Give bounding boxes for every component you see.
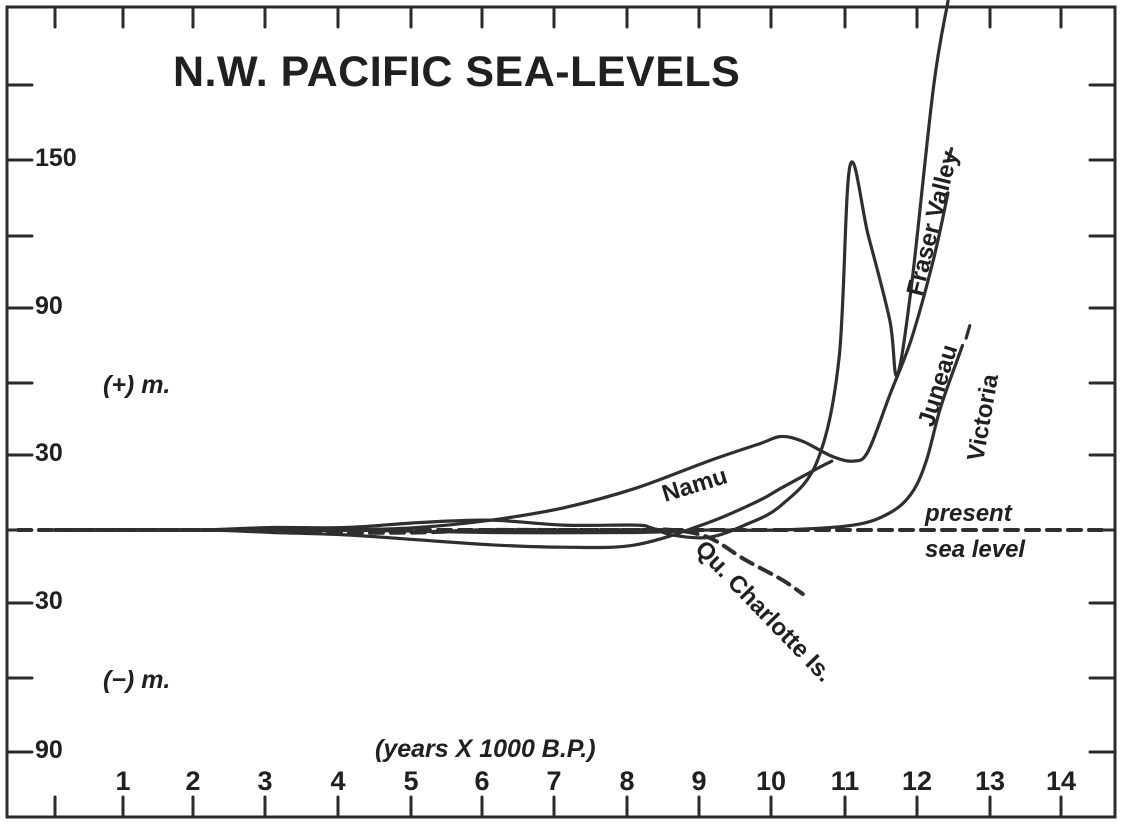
x-tick-label-5: 5 — [403, 766, 418, 796]
negative-meters-label: (−) m. — [103, 666, 170, 694]
y-tick-label-90-positive: 90 — [35, 292, 63, 320]
x-tick-label-11: 11 — [831, 766, 860, 796]
series-label-fraser-valley: Fraser Valley — [902, 148, 964, 299]
series-line-victoria — [53, 343, 965, 535]
top-ticks — [53, 5, 1063, 29]
x-tick-label-14: 14 — [1046, 766, 1076, 796]
y-tick-label-150: 150 — [35, 144, 77, 172]
y-tick-label-30-negative: 30 — [35, 587, 63, 615]
x-axis-label: (years X 1000 B.P.) — [375, 735, 596, 763]
bottom-ticks — [53, 795, 1063, 819]
series-label-queen-charlotte-islands: Qu. Charlotte Is. — [690, 535, 838, 687]
x-tick-label-8: 8 — [619, 766, 634, 796]
x-tick-label-7: 7 — [546, 766, 561, 796]
x-tick-label-9: 9 — [691, 766, 706, 796]
victoria-tail-marker — [964, 324, 972, 340]
present-label: present — [924, 500, 1013, 527]
plot-frame — [5, 5, 1117, 819]
left-ticks — [5, 83, 34, 754]
series-label-namu: Namu — [659, 462, 731, 507]
x-tick-label-12: 12 — [902, 766, 932, 796]
fraser-valley-tail-marker — [946, 147, 954, 163]
x-tick-label-10: 10 — [756, 766, 786, 796]
x-tick-label-2: 2 — [185, 766, 200, 796]
x-tick-label-1: 1 — [115, 766, 130, 796]
series-label-victoria: Victoria — [962, 371, 1004, 463]
series-line-queen-charlotte-islands — [53, 527, 805, 596]
y-tick-label-90-negative: 90 — [35, 736, 63, 764]
series-label-juneau: Juneau — [913, 342, 963, 430]
x-tick-label-3: 3 — [257, 766, 272, 796]
series-line-juneau — [53, 191, 950, 532]
x-tick-label-6: 6 — [474, 766, 489, 796]
y-tick-label-30-positive: 30 — [35, 439, 63, 467]
x-tick-label-4: 4 — [330, 766, 345, 796]
sea-level-label: sea level — [925, 536, 1026, 563]
right-ticks — [1088, 83, 1117, 754]
positive-meters-label: (+) m. — [103, 371, 170, 399]
chart-title: N.W. PACIFIC SEA-LEVELS — [173, 48, 740, 96]
x-tick-label-13: 13 — [975, 766, 1005, 796]
